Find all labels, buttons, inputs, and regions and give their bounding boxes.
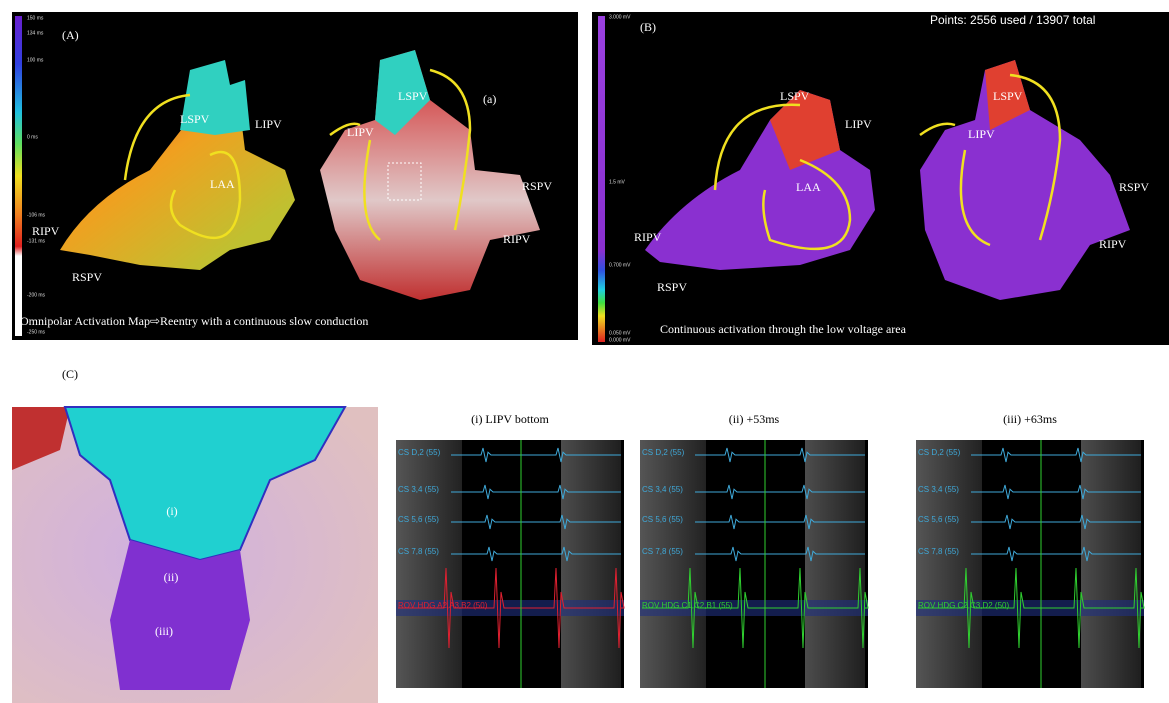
shade xyxy=(916,440,982,688)
tracing-title: (ii) +53ms xyxy=(729,412,780,426)
map-shape xyxy=(110,540,250,690)
scale-label: -106 ms xyxy=(27,212,46,218)
structure-label: LIPV xyxy=(845,117,872,131)
panel-label: (B) xyxy=(640,20,656,34)
structure-label: RIPV xyxy=(634,230,662,244)
channel-label: CS D,2 (55) xyxy=(398,448,441,457)
scale-label: 134 ms xyxy=(27,30,44,36)
channel-label: CS 7,8 (55) xyxy=(398,547,439,556)
structure-label: LAA xyxy=(210,177,235,191)
scale-label: 3.000 mV xyxy=(609,14,631,20)
scale-label: 1.5 mV xyxy=(609,179,626,185)
panel-label: (A) xyxy=(62,28,79,42)
structure-label: RSPV xyxy=(72,270,102,284)
structure-label: RSPV xyxy=(657,280,687,294)
scale-label: 100 ms xyxy=(27,57,44,63)
shade xyxy=(1081,440,1141,688)
channel-label: CS 5,6 (55) xyxy=(398,515,439,524)
channel-label: CS 5,6 (55) xyxy=(642,515,683,524)
scale-label: -200 ms xyxy=(27,292,46,298)
channel-label: CS 7,8 (55) xyxy=(642,547,683,556)
channel-label: CS 5,6 (55) xyxy=(918,515,959,524)
points-count: Points: 2556 used / 13907 total xyxy=(930,13,1095,27)
colorbar xyxy=(598,16,605,342)
scale-label: 0.700 mV xyxy=(609,262,631,268)
structure-label: LIPV xyxy=(347,125,374,139)
structure-label: RIPV xyxy=(32,224,60,238)
channel-label: ROV HDG A2,A3,B2 (50) xyxy=(398,601,488,610)
structure-label: RIPV xyxy=(503,232,531,246)
shade xyxy=(805,440,865,688)
shade xyxy=(396,440,462,688)
shade xyxy=(561,440,621,688)
colorbar xyxy=(15,16,22,336)
scale-label: -131 ms xyxy=(27,238,46,244)
channel-label: CS 3,4 (55) xyxy=(918,485,959,494)
structure-label: LSPV xyxy=(993,89,1023,103)
inset-label: (a) xyxy=(483,92,496,106)
structure-label: LIPV xyxy=(968,127,995,141)
structure-label: LSPV xyxy=(780,89,810,103)
scale-label: 0 ms xyxy=(27,134,38,140)
structure-label: RIPV xyxy=(1099,237,1127,251)
channel-label: ROV HDG C1,C2,B1 (55) xyxy=(642,601,733,610)
zoom-label: (i) xyxy=(166,504,177,518)
structure-label: LSPV xyxy=(398,89,428,103)
structure-label: LSPV xyxy=(180,112,210,126)
channel-label: CS D,2 (55) xyxy=(642,448,685,457)
figure: (C) (A) (a) 150 ms 134 ms 100 ms 0 ms -106 ms -… xyxy=(0,0,1169,703)
panel-label: (C) xyxy=(62,367,78,381)
zoom-label: (ii) xyxy=(164,570,179,584)
caption: Omnipolar Activation Map⇨Reentry with a … xyxy=(20,314,368,328)
tracing-title: (i) LIPV bottom xyxy=(471,412,549,426)
zoom-label: (iii) xyxy=(155,624,173,638)
scale-label: 0.050 mV xyxy=(609,330,631,336)
scale-label: -250 ms xyxy=(27,329,46,335)
caption: Continuous activation through the low vo… xyxy=(660,322,907,336)
structure-label: LIPV xyxy=(255,117,282,131)
structure-label: RSPV xyxy=(1119,180,1149,194)
tracing-title: (iii) +63ms xyxy=(1003,412,1057,426)
channel-label: CS D,2 (55) xyxy=(918,448,961,457)
channel-label: CS 7,8 (55) xyxy=(918,547,959,556)
shade xyxy=(640,440,706,688)
channel-label: CS 3,4 (55) xyxy=(398,485,439,494)
structure-label: RSPV xyxy=(522,179,552,193)
scale-label: 150 ms xyxy=(27,15,44,21)
structure-label: LAA xyxy=(796,180,821,194)
scale-label: 0.000 mV xyxy=(609,337,631,343)
channel-label: CS 3,4 (55) xyxy=(642,485,683,494)
